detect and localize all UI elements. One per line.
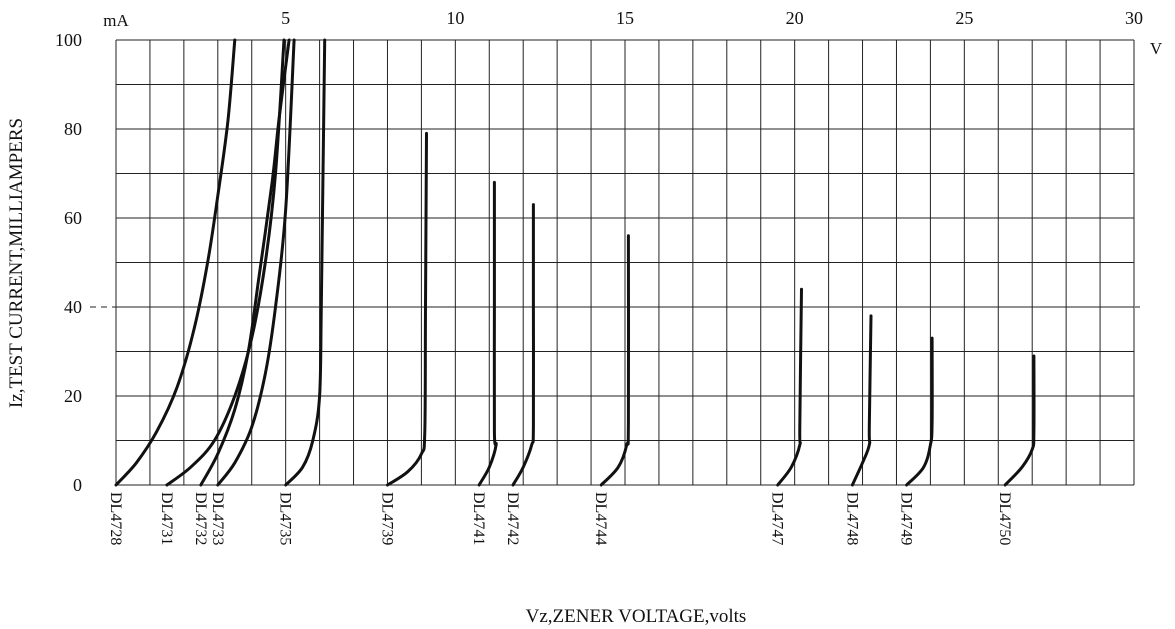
y-unit-label: mA xyxy=(103,11,129,30)
series-label-dl4733: DL4733 xyxy=(209,492,226,545)
y-axis-title: Iz,TEST CURRENT,MILLIAMPERS xyxy=(6,118,27,408)
series-curve-dl4728 xyxy=(114,38,237,487)
series-label-dl4744: DL4744 xyxy=(592,492,609,545)
series-curve-dl4750 xyxy=(1003,354,1036,487)
series-label-dl4739: DL4739 xyxy=(379,492,396,545)
series-label-dl4747: DL4747 xyxy=(769,492,786,545)
series-curve-dl4739 xyxy=(386,131,428,487)
x-tick-label: 5 xyxy=(281,8,290,28)
series-curve-dl4732 xyxy=(199,38,291,487)
y-tick-label: 20 xyxy=(64,386,82,406)
x-unit-label: V xyxy=(1150,39,1163,58)
series-labels: DL4728 DL4731 DL4732 DL4733 DL4735 DL4739 DL47… xyxy=(107,492,1013,545)
series-label-dl4731: DL4731 xyxy=(158,492,175,545)
x-tick-label: 20 xyxy=(786,8,804,28)
series-label-dl4735: DL4735 xyxy=(277,492,294,545)
series-label-dl4742: DL4742 xyxy=(504,492,521,545)
series-curve-dl4747 xyxy=(776,287,803,487)
series-curve-dl4741 xyxy=(477,180,498,487)
series-label-dl4748: DL4748 xyxy=(843,492,860,545)
y-tick-label: 0 xyxy=(73,475,82,495)
y-tick-label: 100 xyxy=(55,30,82,50)
series-label-dl4749: DL4749 xyxy=(898,492,915,545)
x-tick-label: 25 xyxy=(955,8,973,28)
y-tick-label: 40 xyxy=(64,297,82,317)
series-curve-dl4744 xyxy=(599,234,631,487)
series-curves xyxy=(114,38,1036,487)
series-label-dl4741: DL4741 xyxy=(470,492,487,545)
x-tick-label: 10 xyxy=(446,8,464,28)
y-tick-label: 60 xyxy=(64,208,82,228)
plot-grid xyxy=(115,39,1135,486)
series-curve-dl4749 xyxy=(905,336,934,487)
x-tick-label: 30 xyxy=(1125,8,1143,28)
series-label-dl4750: DL4750 xyxy=(996,492,1013,545)
x-tick-label: 15 xyxy=(616,8,634,28)
series-label-dl4728: DL4728 xyxy=(107,492,124,545)
series-curve-dl4733 xyxy=(216,38,296,487)
series-curve-dl4742 xyxy=(511,203,536,487)
y-tick-label: 80 xyxy=(64,119,82,139)
series-curve-dl4735 xyxy=(284,38,327,487)
x-axis-title: Vz,ZENER VOLTAGE,volts xyxy=(526,606,747,627)
series-curve-dl4748 xyxy=(850,314,873,487)
series-label-dl4732: DL4732 xyxy=(192,492,209,545)
tick-labels: 5 10 15 20 25 30 0 20 40 60 80 100 xyxy=(55,8,1143,495)
